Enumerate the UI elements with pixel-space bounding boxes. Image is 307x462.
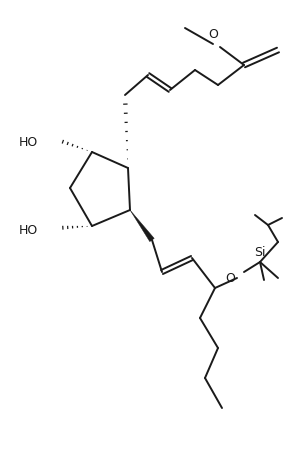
Text: O: O — [225, 272, 235, 285]
Polygon shape — [130, 210, 154, 242]
Text: O: O — [208, 28, 218, 41]
Text: Si: Si — [254, 246, 266, 259]
Text: HO: HO — [19, 135, 38, 148]
Text: HO: HO — [19, 224, 38, 237]
